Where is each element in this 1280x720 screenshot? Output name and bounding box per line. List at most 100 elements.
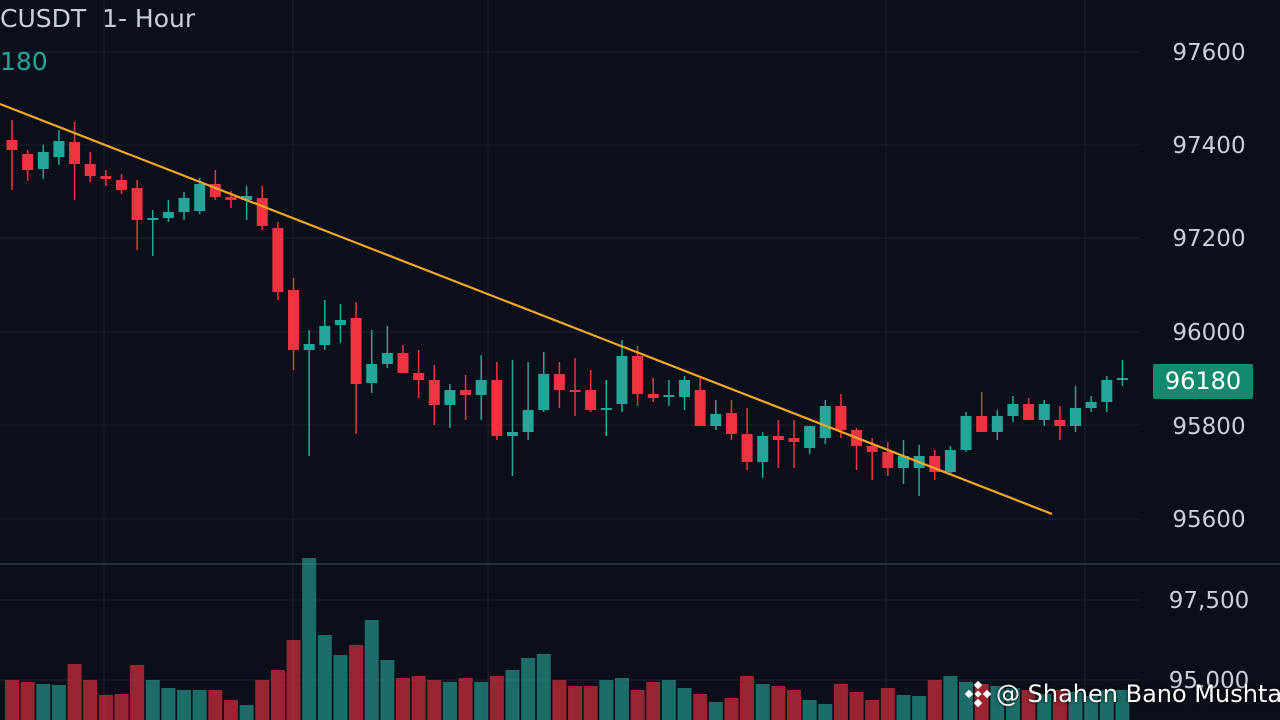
candle <box>632 346 644 406</box>
candle <box>569 358 581 416</box>
volume-bar <box>192 690 207 720</box>
price-axis: 97600 97400 97200 96000 95800 95600 97,500 95,0… <box>1169 40 1249 694</box>
candle-body <box>209 184 221 197</box>
candle <box>162 200 174 222</box>
candle <box>241 186 253 220</box>
candle <box>334 304 346 343</box>
volume-bar <box>1052 690 1067 720</box>
volume-bar <box>83 680 98 720</box>
volume-bar <box>1099 690 1114 720</box>
candle <box>819 400 831 444</box>
candle <box>506 360 518 476</box>
volume-bar <box>5 680 19 720</box>
candle <box>460 375 472 420</box>
volume-bars <box>5 558 1130 720</box>
candle-body <box>538 374 550 410</box>
candle-body <box>960 416 972 450</box>
volume-bar <box>521 658 536 720</box>
volume-bar <box>724 698 739 720</box>
candle <box>37 145 49 179</box>
candle <box>1101 376 1113 412</box>
candle <box>1085 396 1097 412</box>
volume-bar <box>755 684 770 720</box>
volume-bar <box>614 678 629 720</box>
candle-body <box>710 414 722 426</box>
candle-body <box>944 450 956 472</box>
candle-body <box>835 406 847 430</box>
volume-bar <box>20 682 35 720</box>
volume-bar <box>583 686 598 720</box>
volume-bar <box>1021 690 1036 720</box>
candle <box>6 120 18 190</box>
candle <box>960 412 972 452</box>
candle-body <box>866 446 878 452</box>
price-axis-tick: 96000 <box>1172 320 1245 346</box>
candle <box>851 428 863 470</box>
candle <box>428 365 440 425</box>
price-axis-tick: 95600 <box>1172 507 1245 533</box>
volume-bar <box>1005 688 1020 720</box>
candle-body <box>84 164 96 176</box>
volume-bar <box>145 680 160 720</box>
volume-bar <box>1084 696 1099 720</box>
candle-body <box>585 390 597 410</box>
candle <box>788 420 800 468</box>
candle <box>1054 406 1066 440</box>
candle <box>381 326 393 368</box>
candle <box>804 426 816 454</box>
candle <box>553 362 565 408</box>
candle <box>725 400 737 440</box>
volume-bar <box>427 680 442 720</box>
candle-body <box>663 395 675 397</box>
volume-bar <box>51 685 66 720</box>
candle <box>413 350 425 398</box>
candle-body <box>350 318 362 384</box>
candle-body <box>725 413 737 434</box>
candle-body <box>428 380 440 405</box>
candle-body <box>272 228 284 292</box>
candle-body <box>53 141 65 157</box>
candle-body <box>1023 404 1035 420</box>
candle-body <box>804 426 816 448</box>
candle-body <box>819 406 831 438</box>
candle <box>147 210 159 256</box>
volume-bar <box>1037 694 1052 720</box>
pair-symbol: CUSDT <box>0 4 87 33</box>
candle-body <box>69 142 81 164</box>
price-axis-tick: 97600 <box>1172 40 1245 66</box>
candle-body <box>991 416 1003 432</box>
candle-body <box>1101 380 1113 402</box>
candle-body <box>475 380 487 395</box>
candle <box>929 450 941 480</box>
current-price-badge: 96180 <box>1153 364 1253 399</box>
watermark-handle: @ Shahen Bano Mushtaq <box>996 680 1280 708</box>
volume-bar <box>380 660 395 720</box>
candle <box>1007 396 1019 422</box>
volume-bar <box>489 676 504 720</box>
candle <box>647 378 659 402</box>
candle-body <box>757 436 769 462</box>
volume-bar <box>818 704 833 720</box>
volume-bar <box>693 694 708 720</box>
candle <box>272 222 284 300</box>
trendline[interactable] <box>0 102 1053 516</box>
candle <box>897 440 909 484</box>
candle <box>991 410 1003 440</box>
timeframe-label[interactable]: 1- Hour <box>102 4 196 33</box>
candle-body <box>162 212 174 218</box>
candle <box>710 400 722 430</box>
candle-body <box>115 180 127 190</box>
candle <box>209 170 221 200</box>
candle <box>491 362 503 440</box>
volume-bar <box>286 640 301 720</box>
volume-bar <box>849 692 864 720</box>
candle-body <box>241 196 253 200</box>
candle <box>475 355 487 420</box>
candle-body <box>897 456 909 468</box>
candle-body <box>522 410 534 432</box>
candlesticks <box>6 120 1128 496</box>
candle-body <box>506 432 518 436</box>
candle-body <box>397 353 409 373</box>
candle <box>100 170 112 186</box>
